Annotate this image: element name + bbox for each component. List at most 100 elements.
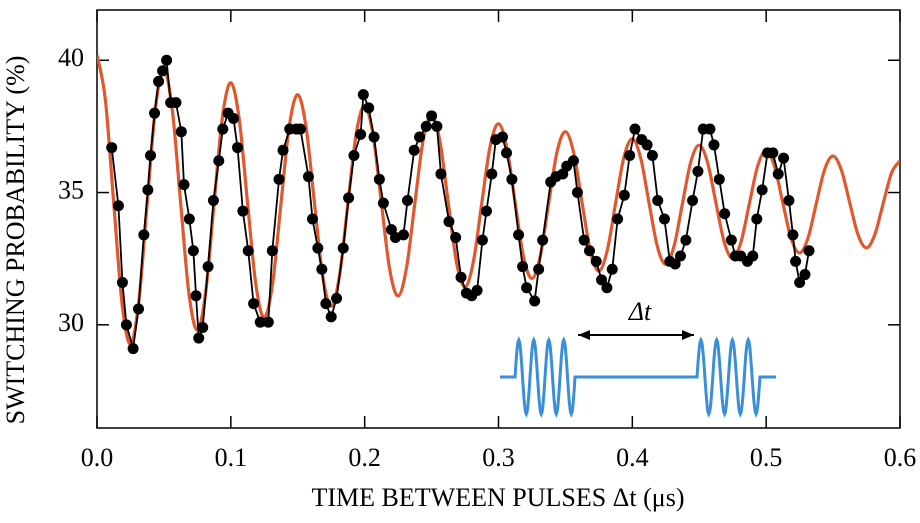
data-point <box>157 65 169 77</box>
data-point <box>316 263 328 275</box>
data-point <box>262 316 274 328</box>
data-point <box>373 173 385 185</box>
data-point <box>767 147 779 159</box>
data-point <box>132 303 144 315</box>
data-point <box>175 126 187 138</box>
data-point <box>435 168 447 180</box>
data-point <box>783 194 795 206</box>
data-point <box>596 274 608 286</box>
data-point <box>426 110 438 122</box>
arrow-heads <box>578 330 694 340</box>
data-point <box>178 179 190 191</box>
data-point <box>658 213 670 225</box>
data-point <box>237 205 249 217</box>
x-axis-label: TIME BETWEEN PULSES Δt (μs) <box>312 483 685 512</box>
y-tick-label: 40 <box>58 43 84 72</box>
data-point <box>414 131 426 143</box>
data-point <box>584 245 596 257</box>
data-point <box>273 173 285 185</box>
data-point <box>629 123 641 135</box>
data-point <box>431 120 443 132</box>
data-point <box>601 282 613 294</box>
data-point <box>680 234 692 246</box>
data-point <box>497 131 509 143</box>
data-point <box>408 144 420 156</box>
data-point <box>401 194 413 206</box>
data-point <box>571 187 583 199</box>
data-point <box>756 184 768 196</box>
data-point <box>450 232 462 244</box>
data-point <box>363 102 375 114</box>
data-point <box>480 205 492 217</box>
data-point <box>207 194 219 206</box>
x-tick-label: 0.6 <box>884 443 917 472</box>
data-point <box>153 75 165 87</box>
data-point <box>193 332 205 344</box>
data-point <box>641 139 653 151</box>
data-point <box>725 234 737 246</box>
data-point <box>183 213 195 225</box>
pulse-inset: Δt <box>500 297 776 418</box>
data-point <box>312 242 324 254</box>
data-point <box>116 276 128 288</box>
data-point <box>149 107 161 119</box>
data-point <box>294 123 306 135</box>
x-tick-label: 0.4 <box>616 443 649 472</box>
data-point <box>506 173 518 185</box>
data-point <box>202 261 214 273</box>
data-point <box>606 263 618 275</box>
data-point <box>142 184 154 196</box>
data-point <box>704 123 716 135</box>
data-point <box>187 245 199 257</box>
data-point <box>368 131 380 143</box>
data-point <box>343 192 355 204</box>
data-point <box>513 229 525 241</box>
data-point <box>687 194 699 206</box>
pulse-waveform <box>500 336 776 418</box>
data-point <box>521 282 533 294</box>
data-point <box>529 295 541 307</box>
data-point <box>787 229 799 241</box>
data-point <box>443 216 455 228</box>
data-point <box>190 290 202 302</box>
data-point <box>537 234 549 246</box>
x-tick-label: 0.3 <box>482 443 515 472</box>
data-point <box>778 152 790 164</box>
data-point <box>228 112 240 124</box>
data-point <box>302 171 314 183</box>
plot-frame <box>96 9 901 429</box>
x-tick-label: 0.0 <box>81 443 114 472</box>
data-point <box>501 147 513 159</box>
data-point <box>242 245 254 257</box>
data-point <box>120 319 132 331</box>
data-point <box>708 139 720 151</box>
y-tick-label: 30 <box>58 308 84 337</box>
data-point <box>486 168 498 180</box>
data-point <box>254 316 266 328</box>
data-point <box>217 123 229 135</box>
data-point <box>106 142 118 154</box>
data-point <box>320 298 332 310</box>
data-point <box>713 173 725 185</box>
data-point <box>248 298 260 310</box>
data-point <box>590 255 602 267</box>
data-point <box>348 150 360 162</box>
data-point <box>420 120 432 132</box>
data-point <box>772 168 784 180</box>
data-point <box>751 213 763 225</box>
data-point <box>578 234 590 246</box>
data-point <box>145 150 157 162</box>
data-point <box>277 144 289 156</box>
data-point <box>790 255 802 267</box>
data-point <box>161 54 173 66</box>
data-point <box>517 261 529 273</box>
data-point <box>331 292 343 304</box>
data-point <box>197 321 209 333</box>
data-point <box>455 271 467 283</box>
x-tick-label: 0.5 <box>750 443 783 472</box>
data-point <box>533 263 545 275</box>
x-tick-label: 0.1 <box>215 443 248 472</box>
data-point <box>337 242 349 254</box>
data-point <box>476 234 488 246</box>
data-point <box>170 97 182 109</box>
